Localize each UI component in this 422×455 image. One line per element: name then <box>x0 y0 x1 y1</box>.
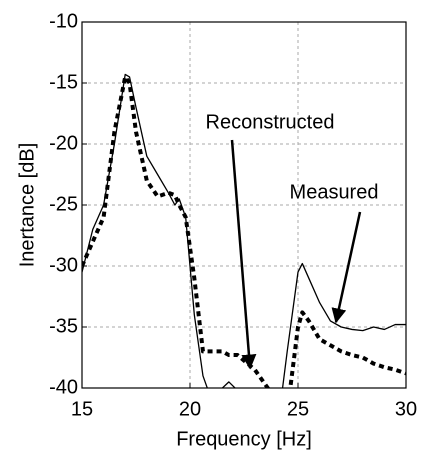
y-tick-label: -30 <box>49 254 78 276</box>
y-axis-label: Inertance [dB] <box>16 143 38 268</box>
annotation-arrow <box>230 139 257 370</box>
y-tick-label: -20 <box>49 132 78 154</box>
x-tick-label: 15 <box>71 398 93 420</box>
annotation-arrow <box>331 211 362 324</box>
x-tick-label: 30 <box>395 398 417 420</box>
x-tick-label: 25 <box>287 398 309 420</box>
annotation: Reconstructed <box>206 111 335 133</box>
series-line <box>82 74 406 388</box>
x-axis-label: Frequency [Hz] <box>176 428 312 450</box>
y-tick-label: -25 <box>49 193 78 215</box>
series-line <box>82 73 406 388</box>
plot-frame <box>81 21 407 389</box>
y-tick-label: -40 <box>49 376 78 398</box>
y-tick-label: -15 <box>49 71 78 93</box>
x-tick-label: 20 <box>179 398 201 420</box>
y-tick-label: -10 <box>49 10 78 32</box>
y-tick-label: -35 <box>49 315 78 337</box>
annotation: Measured <box>290 181 379 203</box>
